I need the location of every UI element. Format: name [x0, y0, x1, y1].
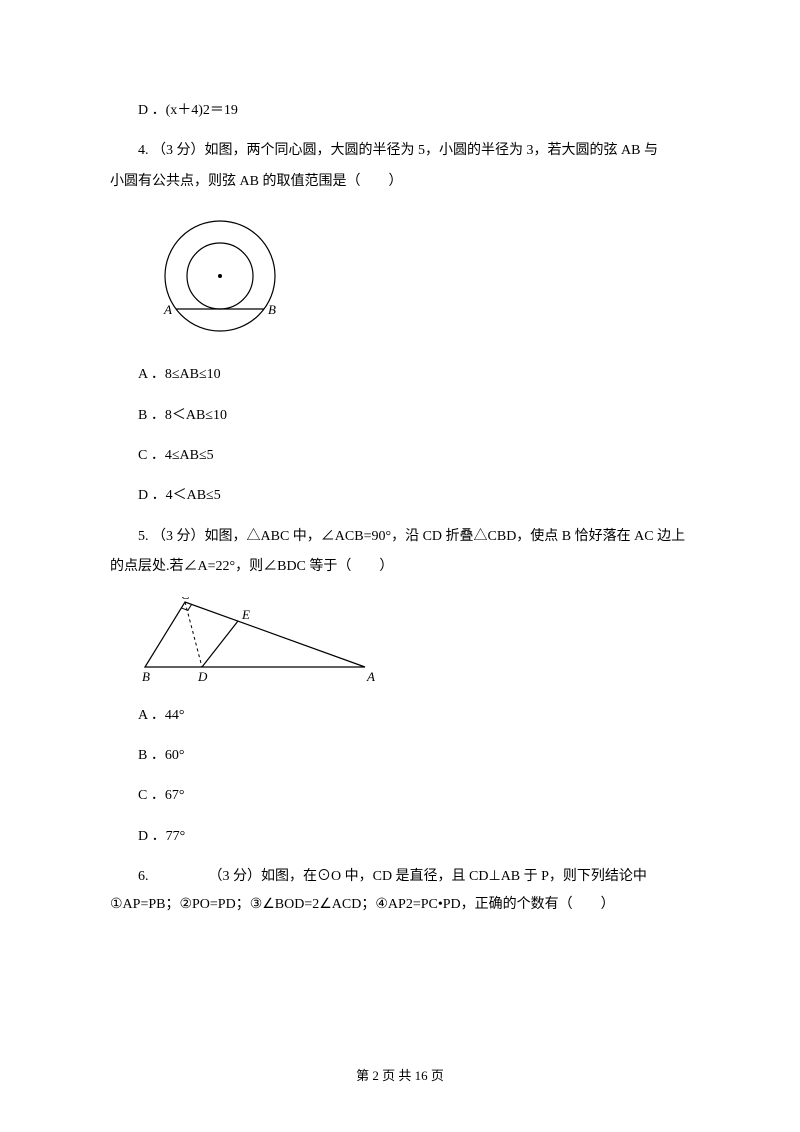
q5-figure: C B A D E	[140, 597, 690, 687]
q4-header-line2: 小圆有公共点，则弦 AB 的取值范围是（ ）	[110, 171, 690, 193]
svg-text:C: C	[181, 597, 190, 602]
q4-option-a: A ．8≤AB≤10	[110, 364, 690, 386]
page-footer: 第 2 页 共 16 页	[0, 1066, 800, 1087]
svg-text:E: E	[241, 607, 250, 622]
q3-option-d: D ．(x＋4)2＝19	[110, 100, 690, 122]
svg-text:A: A	[163, 302, 172, 317]
q6-number: 6.	[110, 866, 209, 888]
q4-option-c: C ．4≤AB≤5	[110, 445, 690, 467]
q4-option-d: D ．4＜AB≤5	[110, 485, 690, 507]
q6-header-rest: （3 分）如图，在⊙O 中，CD 是直径，且 CD⊥AB 于 P，则下列结论中	[209, 866, 691, 888]
q4-figure: AB	[140, 211, 690, 346]
q5-option-d: D ．77°	[110, 826, 690, 848]
q5-option-a: A ．44°	[110, 705, 690, 727]
q4-option-b: B ．8＜AB≤10	[110, 405, 690, 427]
q5-option-c: C ．67°	[110, 785, 690, 807]
svg-text:B: B	[142, 669, 150, 684]
svg-text:D: D	[197, 669, 208, 684]
q4-header-line1: 4. （3 分）如图，两个同心圆，大圆的半径为 5，小圆的半径为 3，若大圆的弦…	[110, 140, 690, 162]
q5-header-line1: 5. （3 分）如图，△ABC 中，∠ACB=90°，沿 CD 折叠△CBD，使…	[110, 526, 690, 548]
q5-header-line2: 的点层处.若∠A=22°，则∠BDC 等于（ ）	[110, 556, 690, 578]
q6-header-line2: ①AP=PB；②PO=PD；③∠BOD=2∠ACD；④AP2=PC•PD，正确的…	[110, 894, 690, 916]
svg-text:B: B	[268, 302, 276, 317]
svg-text:A: A	[366, 669, 375, 684]
q5-option-b: B ．60°	[110, 745, 690, 767]
